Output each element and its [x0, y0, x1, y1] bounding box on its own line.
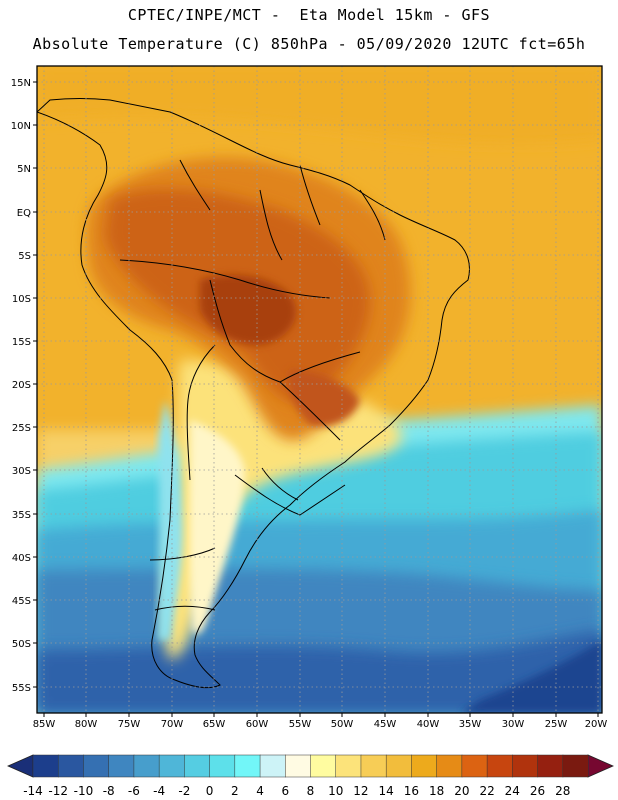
- colorbar-swatch: [259, 754, 286, 778]
- colorbar-label: 16: [404, 784, 419, 798]
- colorbar-label: -12: [48, 784, 68, 798]
- colorbar: -14 -12 -10 -8 -6 -4 -2 0 2 4 6 8 10 12 14 16 18 20 22 24 26…: [7, 754, 614, 798]
- lon-label: 50W: [331, 719, 354, 730]
- colorbar-swatch: [512, 754, 539, 778]
- lon-label: 80W: [75, 719, 98, 730]
- colorbar-over-arrow: [587, 754, 614, 778]
- colorbar-label: 6: [281, 784, 289, 798]
- lat-label: 10N: [11, 121, 31, 132]
- lon-label: 65W: [203, 719, 226, 730]
- colorbar-swatch: [436, 754, 463, 778]
- lat-label: 35S: [12, 510, 31, 521]
- lon-label: 30W: [502, 719, 525, 730]
- chart-title-line1: CPTEC/INPE/MCT - Eta Model 15km - GFS: [127, 6, 491, 24]
- lon-label: 75W: [118, 719, 141, 730]
- colorbar-label: 4: [256, 784, 264, 798]
- colorbar-label: 10: [328, 784, 343, 798]
- colorbar-swatch: [285, 754, 312, 778]
- chart-title-line2: Absolute Temperature (C) 850hPa - 05/09/…: [32, 35, 586, 53]
- colorbar-swatch: [461, 754, 488, 778]
- lon-label: 70W: [161, 719, 184, 730]
- lon-label: 45W: [374, 719, 397, 730]
- colorbar-swatch: [411, 754, 438, 778]
- lat-label: 25S: [12, 423, 31, 434]
- map-frame: [36, 65, 603, 714]
- lon-label: 20W: [585, 719, 608, 730]
- colorbar-swatch: [335, 754, 362, 778]
- lat-label: 10S: [12, 294, 31, 305]
- lat-label: 5S: [18, 251, 31, 262]
- lon-label: 25W: [545, 719, 568, 730]
- lat-label: 50S: [12, 639, 31, 650]
- lat-label: EQ: [17, 208, 31, 219]
- lat-label: 15S: [12, 337, 31, 348]
- colorbar-swatch: [360, 754, 387, 778]
- colorbar-label: 0: [206, 784, 214, 798]
- colorbar-swatch: [385, 754, 412, 778]
- colorbar-swatch: [537, 754, 564, 778]
- lon-label: 35W: [459, 719, 482, 730]
- colorbar-swatch: [486, 754, 513, 778]
- colorbar-label: 14: [379, 784, 394, 798]
- colorbar-swatch: [57, 754, 85, 778]
- lat-label: 45S: [12, 596, 31, 607]
- axis-ticks: [33, 81, 599, 717]
- lon-label: 55W: [289, 719, 312, 730]
- colorbar-label: -14: [23, 784, 43, 798]
- colorbar-label: -8: [103, 784, 115, 798]
- colorbar-label: -10: [74, 784, 94, 798]
- colorbar-label: 8: [307, 784, 315, 798]
- colorbar-swatch: [158, 754, 185, 778]
- colorbar-label: 24: [505, 784, 520, 798]
- lon-label: 40W: [417, 719, 440, 730]
- colorbar-swatch: [184, 754, 211, 778]
- colorbar-swatch: [32, 754, 59, 778]
- latitude-labels: 15N 10N 5N EQ 5S 10S 15S 20S 25S 30S 35S…: [11, 78, 31, 694]
- lat-label: 5N: [17, 164, 31, 175]
- colorbar-label: 2: [231, 784, 239, 798]
- lon-label: 60W: [246, 719, 269, 730]
- colorbar-label: -2: [178, 784, 190, 798]
- colorbar-label: 20: [454, 784, 469, 798]
- colorbar-label: -6: [128, 784, 140, 798]
- lat-label: 40S: [12, 553, 31, 564]
- lat-label: 55S: [12, 683, 31, 694]
- longitude-labels: 85W 80W 75W 70W 65W 60W 55W 50W 45W 40W …: [33, 719, 608, 730]
- colorbar-under-arrow: [7, 754, 34, 778]
- lat-label: 30S: [12, 466, 31, 477]
- colorbar-label: 28: [555, 784, 570, 798]
- coastlines: [37, 98, 470, 689]
- colorbar-swatch: [83, 754, 110, 778]
- lat-label: 20S: [12, 380, 31, 391]
- colorbar-label: 18: [429, 784, 444, 798]
- colorbar-swatch: [133, 754, 160, 778]
- colorbar-swatch: [562, 754, 589, 778]
- colorbar-swatch: [234, 754, 261, 778]
- colorbar-label: 12: [353, 784, 368, 798]
- colorbar-label: 22: [479, 784, 494, 798]
- lon-label: 85W: [33, 719, 56, 730]
- temperature-field: [37, 66, 602, 713]
- colorbar-swatch: [209, 754, 236, 778]
- colorbar-swatch: [108, 754, 135, 778]
- lat-label: 15N: [11, 78, 31, 89]
- colorbar-label: 26: [530, 784, 545, 798]
- colorbar-swatch: [310, 754, 337, 778]
- colorbar-label: -4: [153, 784, 165, 798]
